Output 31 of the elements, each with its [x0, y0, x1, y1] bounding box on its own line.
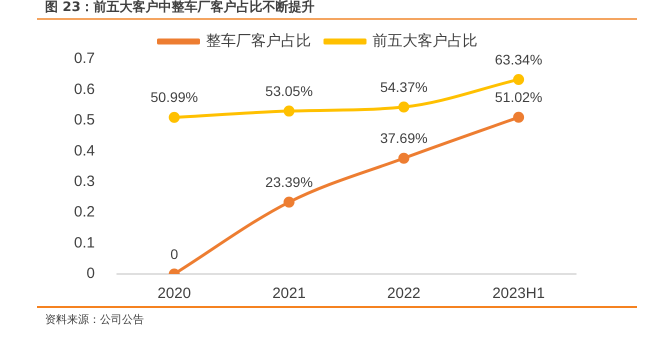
- y-tick-label: 0.7: [74, 50, 95, 68]
- data-label: 54.37%: [380, 78, 428, 95]
- x-tick-label: 2022: [387, 285, 421, 302]
- point: [284, 106, 295, 117]
- x-tick-label: 2023H1: [492, 285, 545, 302]
- y-tick-label: 0.1: [74, 234, 95, 252]
- x-tick-label: 2021: [272, 285, 306, 302]
- y-tick-label: 0.5: [74, 112, 95, 129]
- point: [398, 102, 410, 113]
- point: [398, 152, 410, 164]
- point: [513, 74, 524, 85]
- data-label: 51.02%: [494, 89, 542, 106]
- data-label: 50.99%: [150, 89, 198, 106]
- y-tick-label: 0: [86, 265, 95, 282]
- data-label: 0: [170, 246, 178, 262]
- y-tick-label: 0.4: [74, 142, 95, 160]
- y-tick-label: 0.2: [74, 204, 95, 221]
- legend-label: 前五大客户占比: [372, 31, 478, 50]
- point: [168, 112, 180, 123]
- point: [284, 196, 295, 208]
- data-label: 63.34%: [494, 51, 542, 68]
- y-tick-label: 0.6: [74, 80, 95, 98]
- chart-title: 图 23：前五大客户中整车厂客户占比不断提升: [44, 0, 316, 17]
- y-tick-label: 0.3: [74, 173, 95, 190]
- data-label: 53.05%: [265, 82, 313, 99]
- x-tick-label: 2020: [158, 285, 191, 302]
- legend-label: 整车厂客户占比: [206, 31, 311, 50]
- data-label: 23.39%: [265, 174, 313, 190]
- data-label: 37.69%: [380, 130, 428, 146]
- point: [513, 112, 524, 123]
- text: 资料来源：公司公告: [44, 312, 145, 327]
